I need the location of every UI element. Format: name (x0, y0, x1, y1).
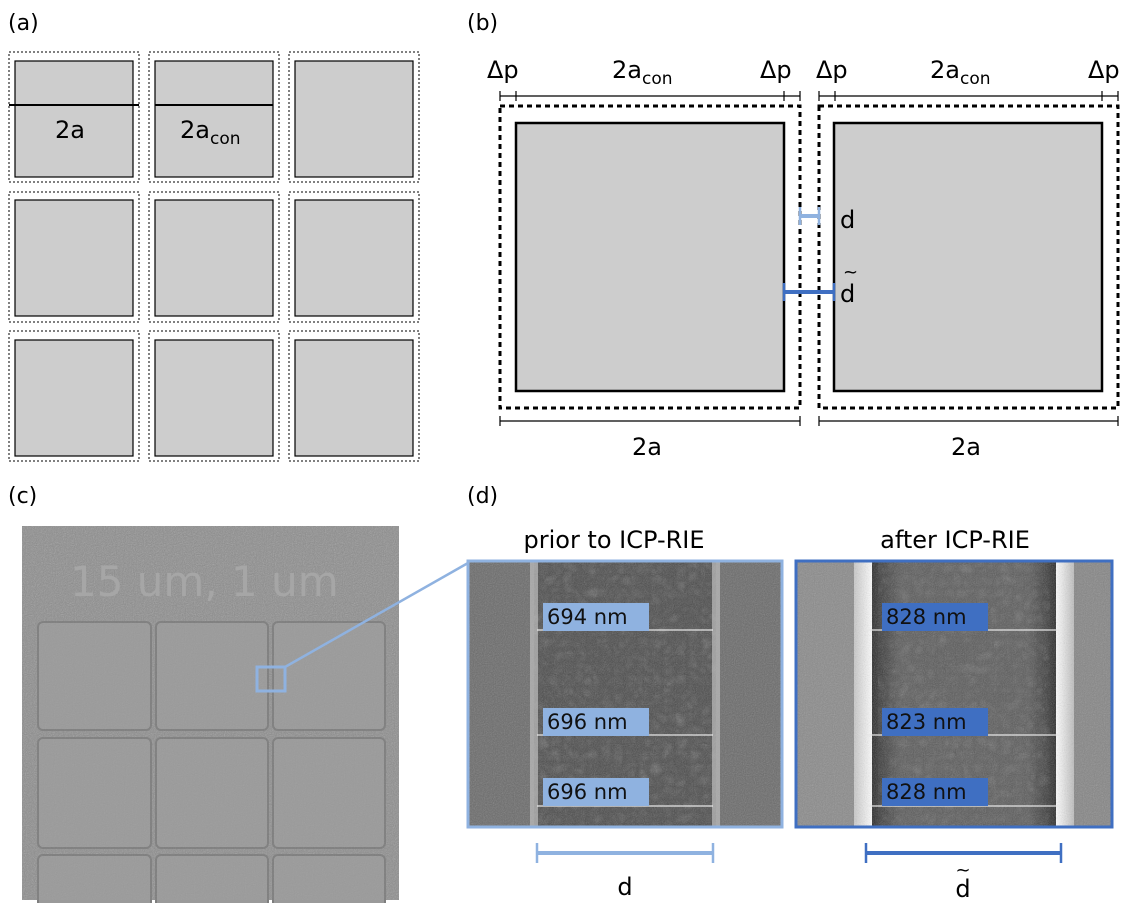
tilde-mark: ~ (955, 860, 970, 881)
delta-p-label: Δp (760, 56, 792, 84)
pad (14, 60, 134, 178)
pitch-outline (8, 51, 140, 183)
pad (154, 60, 274, 178)
pitch-outline (288, 51, 420, 183)
panel-a-grid (8, 51, 420, 462)
measure-box (543, 778, 649, 806)
sem-after-frame (794, 559, 1114, 829)
measure-box (882, 708, 988, 736)
panel-d-label: (d) (467, 484, 498, 509)
pad (14, 199, 134, 317)
pad (14, 339, 134, 457)
sem-before-frame (466, 559, 784, 829)
pad-right (832, 121, 1104, 393)
delta-p-label: Δp (487, 56, 519, 84)
measure-box (543, 603, 649, 631)
panel-c-label: (c) (8, 484, 37, 509)
pitch-outline (8, 330, 140, 462)
panel-a-label: (a) (8, 11, 39, 36)
pitch-outline (288, 330, 420, 462)
contact-label-b-right: 2acon (930, 56, 991, 89)
pad (154, 199, 274, 317)
sem-before-edge (530, 561, 538, 827)
tilde-mark: ~ (843, 262, 858, 283)
sem-label-text: 15 um, 1 um (70, 557, 339, 606)
pad-left (514, 121, 786, 393)
sem-noise-overlay (22, 526, 399, 900)
before-title: prior to ICP-RIE (523, 526, 704, 554)
pad (294, 60, 414, 178)
pad (294, 199, 414, 317)
scale-label-d: d (617, 873, 632, 901)
pad (154, 339, 274, 457)
pitch-label-b-left: 2a (632, 433, 662, 461)
measurement-after-2: 823 nm (886, 710, 967, 734)
pad (294, 339, 414, 457)
measurement-before-1: 694 nm (547, 605, 628, 629)
measure-box (543, 708, 649, 736)
scale-label-dtilde: d (955, 875, 970, 903)
sem-before-edge (712, 561, 720, 827)
measurement-after-3: 828 nm (886, 780, 967, 804)
pitch-outline (288, 191, 420, 323)
delta-p-label: Δp (1088, 56, 1120, 84)
pitch-outline (148, 330, 280, 462)
measurement-before-3: 696 nm (547, 780, 628, 804)
contact-label-a: 2acon (180, 116, 241, 149)
measurement-before-2: 696 nm (547, 710, 628, 734)
measurement-after-1: 828 nm (886, 605, 967, 629)
after-title: after ICP-RIE (880, 526, 1030, 554)
contact-label-b-left: 2acon (612, 56, 673, 89)
pitch-outline (148, 191, 280, 323)
delta-p-label: Δp (816, 56, 848, 84)
measure-box (882, 778, 988, 806)
pitch-outline (148, 51, 280, 183)
scale-bar-before (535, 843, 715, 863)
sem-overview-image (22, 526, 399, 903)
scale-bar-after (864, 843, 1063, 863)
sem-before-image (466, 559, 784, 829)
pitch-label-a: 2a (55, 116, 85, 144)
panel-b-label: (b) (467, 11, 498, 36)
pitch-outline-left (498, 104, 802, 410)
zoom-connector-line (284, 561, 469, 669)
pitch-outline (8, 191, 140, 323)
pitch-outline-right (817, 104, 1120, 410)
zoom-region-box (255, 665, 287, 693)
gap-d-label: d (840, 206, 855, 234)
panel-b-diagram (498, 91, 1120, 426)
pitch-label-b-right: 2a (951, 433, 981, 461)
gap-dtilde-label: d (840, 280, 855, 308)
measure-box (882, 603, 988, 631)
sem-after-image (794, 559, 1114, 829)
